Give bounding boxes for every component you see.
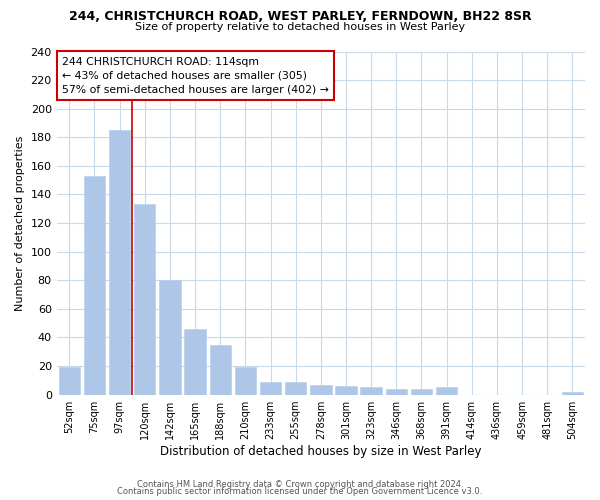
Bar (411, 389, 432, 394)
Bar (235, 368, 256, 394)
Bar (59, 368, 80, 394)
Text: Contains public sector information licensed under the Open Government Licence v3: Contains public sector information licen… (118, 487, 482, 496)
Bar (361, 388, 382, 394)
Bar (260, 382, 281, 394)
Bar (562, 392, 583, 394)
Bar (134, 204, 155, 394)
Y-axis label: Number of detached properties: Number of detached properties (15, 136, 25, 310)
Bar (109, 130, 130, 394)
Text: Contains HM Land Registry data © Crown copyright and database right 2024.: Contains HM Land Registry data © Crown c… (137, 480, 463, 489)
Bar (436, 388, 457, 394)
Text: 244 CHRISTCHURCH ROAD: 114sqm
← 43% of detached houses are smaller (305)
57% of : 244 CHRISTCHURCH ROAD: 114sqm ← 43% of d… (62, 56, 329, 94)
Bar (209, 344, 231, 395)
Bar (335, 386, 356, 394)
Bar (159, 280, 181, 394)
Bar (386, 389, 407, 394)
Bar (84, 176, 105, 394)
Bar (285, 382, 307, 394)
Text: 244, CHRISTCHURCH ROAD, WEST PARLEY, FERNDOWN, BH22 8SR: 244, CHRISTCHURCH ROAD, WEST PARLEY, FER… (68, 10, 532, 23)
X-axis label: Distribution of detached houses by size in West Parley: Distribution of detached houses by size … (160, 444, 482, 458)
Text: Size of property relative to detached houses in West Parley: Size of property relative to detached ho… (135, 22, 465, 32)
Bar (310, 384, 332, 394)
Bar (184, 329, 206, 394)
